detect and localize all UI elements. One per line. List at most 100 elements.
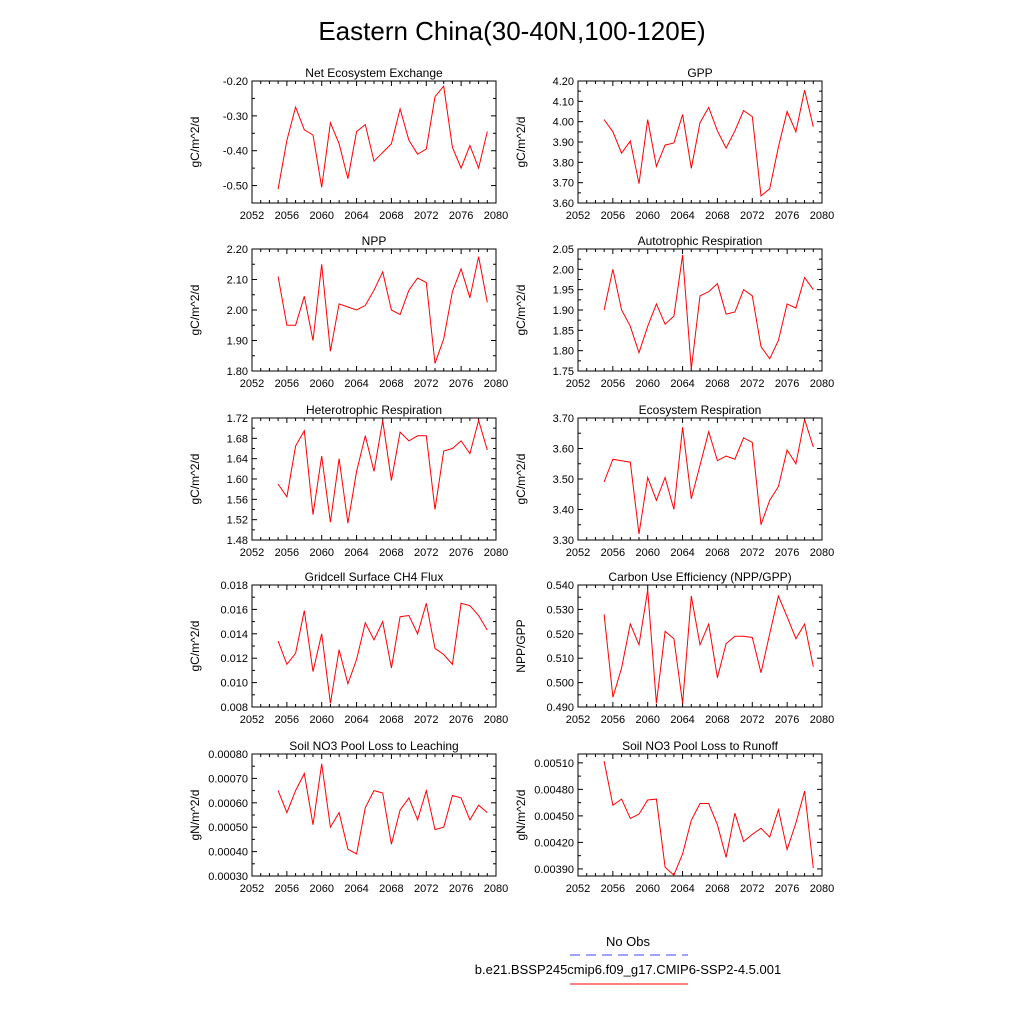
series-line bbox=[603, 589, 814, 704]
x-tick-label: 2064 bbox=[670, 378, 694, 390]
plot-frame bbox=[251, 753, 497, 877]
x-tick-label: 2072 bbox=[740, 547, 764, 559]
y-axis-label: gC/m^2/d bbox=[188, 621, 202, 672]
x-tick-label: 2056 bbox=[275, 210, 299, 222]
y-tick-label: 0.510 bbox=[546, 653, 574, 665]
x-tick-label: 2080 bbox=[484, 714, 508, 726]
plot-frame bbox=[251, 584, 497, 708]
y-tick-label: 3.80 bbox=[553, 157, 574, 169]
panels-container: Net Ecosystem Exchange gC/m^2/d 2052 2056 20… bbox=[188, 66, 834, 895]
y-axis-label: gN/m^2/d bbox=[188, 790, 202, 841]
panel-title: Gridcell Surface CH4 Flux bbox=[305, 570, 444, 584]
y-axis-label: gC/m^2/d bbox=[188, 285, 202, 336]
y-tick-label: -0.20 bbox=[223, 76, 248, 88]
y-tick-label: 3.70 bbox=[553, 413, 574, 425]
y-tick-label: 0.520 bbox=[546, 629, 574, 641]
x-tick-label: 2052 bbox=[566, 883, 590, 895]
x-tick-label: 2064 bbox=[670, 883, 694, 895]
y-tick-label: 1.90 bbox=[227, 336, 248, 348]
x-tick-label: 2060 bbox=[309, 547, 333, 559]
x-tick-label: 2068 bbox=[705, 210, 729, 222]
x-tick-label: 2072 bbox=[414, 210, 438, 222]
series-line bbox=[603, 419, 814, 534]
x-tick-label: 2052 bbox=[566, 714, 590, 726]
y-tick-label: 3.30 bbox=[553, 535, 574, 547]
y-tick-label: 1.68 bbox=[227, 433, 248, 445]
plot-frame bbox=[251, 248, 497, 372]
y-tick-label: -0.50 bbox=[223, 181, 248, 193]
series-line bbox=[603, 761, 814, 876]
y-tick-label: 1.90 bbox=[553, 305, 574, 317]
y-tick-label: 3.50 bbox=[553, 474, 574, 486]
x-tick-label: 2052 bbox=[240, 883, 264, 895]
x-tick-label: 2072 bbox=[414, 547, 438, 559]
panel-title: Heterotrophic Respiration bbox=[306, 403, 442, 417]
panel-title: Carbon Use Efficiency (NPP/GPP) bbox=[608, 570, 791, 584]
y-axis-label: NPP/GPP bbox=[514, 619, 528, 672]
y-tick-label: 0.018 bbox=[220, 580, 248, 592]
series-line bbox=[277, 256, 488, 364]
y-tick-label: 1.48 bbox=[227, 535, 248, 547]
x-tick-label: 2052 bbox=[566, 210, 590, 222]
x-tick-label: 2068 bbox=[705, 547, 729, 559]
x-tick-label: 2056 bbox=[275, 378, 299, 390]
x-tick-label: 2072 bbox=[740, 883, 764, 895]
plot-frame bbox=[577, 753, 823, 877]
x-tick-label: 2072 bbox=[740, 714, 764, 726]
x-tick-label: 2076 bbox=[775, 883, 799, 895]
chart-panel: GPP gC/m^2/d 2052 2056 2060 2064 2068 2072 2076 2… bbox=[514, 66, 834, 222]
y-tick-label: 1.80 bbox=[553, 346, 574, 358]
y-tick-label: 0.00080 bbox=[208, 749, 248, 761]
x-tick-label: 2056 bbox=[275, 883, 299, 895]
y-tick-label: 0.00480 bbox=[534, 784, 574, 796]
x-tick-label: 2064 bbox=[670, 210, 694, 222]
plot-frame bbox=[577, 417, 823, 541]
plot-frame bbox=[251, 80, 497, 204]
y-tick-label: 0.540 bbox=[546, 580, 574, 592]
y-axis-label: gC/m^2/d bbox=[514, 454, 528, 505]
x-tick-label: 2068 bbox=[379, 378, 403, 390]
y-tick-label: 0.014 bbox=[220, 629, 248, 641]
y-tick-label: 1.64 bbox=[227, 454, 248, 466]
x-tick-label: 2060 bbox=[309, 883, 333, 895]
y-tick-label: 0.00050 bbox=[208, 822, 248, 834]
x-tick-label: 2080 bbox=[484, 210, 508, 222]
panel-title: Ecosystem Respiration bbox=[639, 403, 762, 417]
x-tick-label: 2064 bbox=[344, 883, 368, 895]
x-tick-label: 2052 bbox=[566, 547, 590, 559]
y-tick-label: 1.80 bbox=[227, 366, 248, 378]
chart-panel: Soil NO3 Pool Loss to Runoff gN/m^2/d 2052… bbox=[514, 739, 834, 895]
panel-title: GPP bbox=[687, 66, 712, 80]
y-tick-label: 2.00 bbox=[227, 305, 248, 317]
chart-panel: NPP gC/m^2/d 2052 2056 2060 2064 2068 2072 2076 2… bbox=[188, 234, 508, 390]
y-tick-label: 0.490 bbox=[546, 702, 574, 714]
series-line bbox=[603, 89, 814, 197]
x-tick-label: 2080 bbox=[810, 883, 834, 895]
y-tick-label: 1.72 bbox=[227, 413, 248, 425]
y-axis-label: gC/m^2/d bbox=[514, 117, 528, 168]
y-axis-label: gN/m^2/d bbox=[514, 790, 528, 841]
y-tick-label: 2.00 bbox=[553, 264, 574, 276]
y-tick-label: 1.95 bbox=[553, 285, 574, 297]
y-tick-label: 1.56 bbox=[227, 494, 248, 506]
y-tick-label: 2.10 bbox=[227, 275, 248, 287]
x-tick-label: 2076 bbox=[449, 378, 473, 390]
panel-title: NPP bbox=[362, 234, 387, 248]
panel-title: Autotrophic Respiration bbox=[638, 234, 763, 248]
panel-title: Net Ecosystem Exchange bbox=[305, 66, 443, 80]
y-tick-label: 1.75 bbox=[553, 366, 574, 378]
y-tick-label: 3.60 bbox=[553, 198, 574, 210]
y-tick-label: 0.012 bbox=[220, 653, 248, 665]
x-tick-label: 2072 bbox=[414, 714, 438, 726]
x-tick-label: 2076 bbox=[775, 547, 799, 559]
y-tick-label: 0.010 bbox=[220, 678, 248, 690]
y-axis-label: gC/m^2/d bbox=[188, 117, 202, 168]
y-tick-label: 0.00070 bbox=[208, 773, 248, 785]
y-tick-label: 0.00390 bbox=[534, 864, 574, 876]
y-tick-label: 0.500 bbox=[546, 678, 574, 690]
x-tick-label: 2064 bbox=[344, 714, 368, 726]
x-tick-label: 2080 bbox=[484, 883, 508, 895]
y-tick-label: 1.85 bbox=[553, 325, 574, 337]
x-tick-label: 2076 bbox=[775, 714, 799, 726]
